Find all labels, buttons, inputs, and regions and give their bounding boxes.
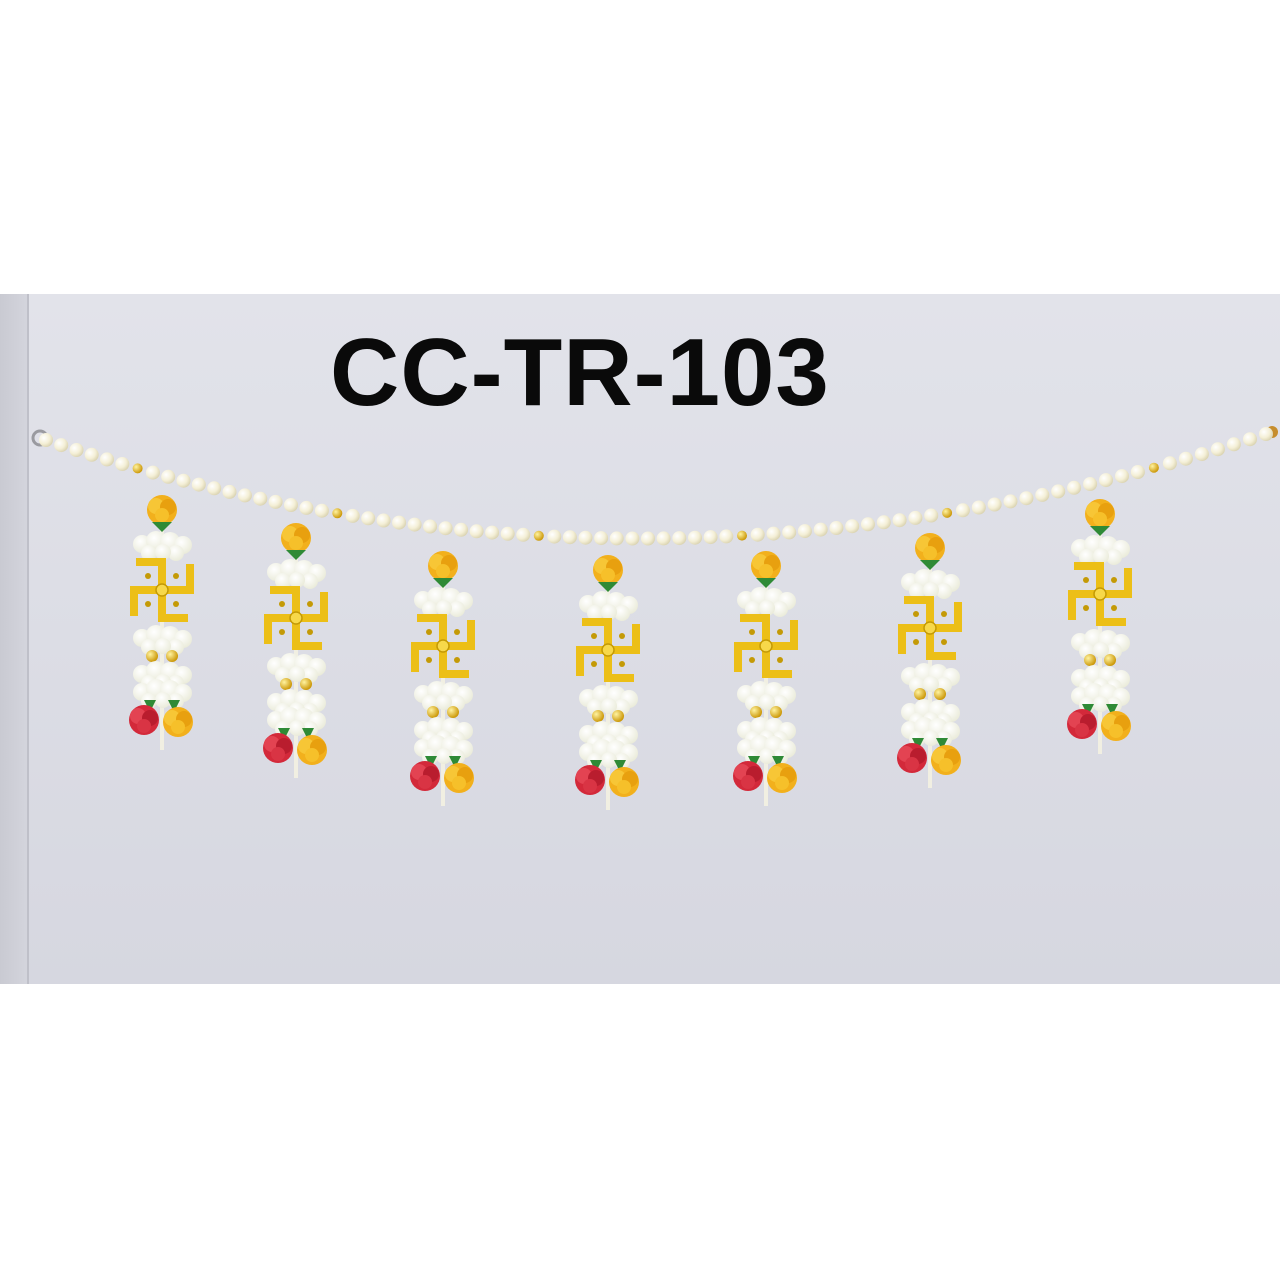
pearl-bead — [1035, 487, 1050, 502]
pearl-bead — [485, 525, 500, 540]
product-photo — [0, 294, 1280, 984]
pearl-bead — [268, 494, 283, 509]
pearl-bead — [516, 527, 531, 542]
pearl-bead — [609, 531, 624, 546]
pearl-bead — [438, 521, 453, 536]
pearl-bead — [1243, 432, 1257, 447]
pearl-bead — [500, 526, 515, 541]
pearl-bead — [876, 515, 891, 530]
pearl-bead — [547, 529, 562, 544]
pearl-bead — [284, 498, 298, 512]
pearl-bead — [719, 529, 734, 544]
pearl-bead — [1226, 437, 1241, 452]
pearl-bead — [100, 452, 114, 467]
pearl-bead — [392, 515, 407, 530]
pearl-bead — [908, 510, 923, 525]
pearl-bead — [578, 530, 593, 545]
pearl-bead — [407, 517, 422, 532]
pearl-bead — [782, 525, 797, 540]
pearl-string — [39, 427, 1273, 546]
pearl-bead — [454, 522, 469, 537]
pearl-bead — [1067, 480, 1082, 495]
product-code: CC-TR-103 — [330, 319, 830, 426]
pearl-bead — [361, 511, 376, 526]
pearl-bead — [892, 513, 907, 528]
pearl-bead — [1194, 447, 1209, 462]
pearl-bead — [207, 481, 222, 496]
gold-bead — [533, 530, 544, 541]
pearl-bead — [703, 530, 718, 545]
pearl-bead — [594, 531, 609, 546]
gold-bead — [132, 463, 143, 474]
pearl-bead — [971, 500, 986, 515]
gold-bead — [737, 530, 747, 541]
pearl-bead — [813, 522, 828, 537]
pearl-bead — [191, 477, 206, 492]
wall-edge — [0, 294, 28, 984]
gold-bead — [1148, 462, 1159, 473]
pearl-bead — [84, 447, 99, 462]
pearl-bead — [1115, 469, 1129, 484]
pearl-bead — [1019, 491, 1034, 506]
pearl-bead — [955, 503, 970, 518]
pearl-bead — [766, 526, 781, 541]
pearl-bead — [39, 433, 53, 447]
pearl-bead — [423, 519, 438, 534]
gold-bead — [332, 508, 343, 519]
pearl-bead — [69, 443, 84, 457]
pearl-bead — [299, 500, 314, 515]
pearl-bead — [222, 484, 237, 499]
pearl-bead — [861, 517, 875, 532]
pearl-bead — [688, 530, 702, 545]
pearl-bead — [1162, 456, 1177, 471]
pearl-bead — [237, 488, 252, 503]
pearl-bead — [1259, 427, 1273, 441]
pearl-bead — [625, 531, 640, 546]
pearl-bead — [672, 531, 687, 546]
pearl-bead — [115, 457, 130, 471]
pearl-bead — [376, 513, 391, 528]
pearl-bead — [656, 531, 671, 546]
pearl-bead — [1210, 442, 1225, 457]
pearl-bead — [845, 519, 860, 534]
pearl-bead — [145, 465, 160, 480]
pearl-bead — [829, 521, 844, 535]
pearl-bead — [1051, 484, 1066, 499]
pearl-bead — [345, 508, 360, 523]
pearl-bead — [469, 524, 484, 539]
pearl-bead — [750, 527, 765, 542]
pearl-bead — [1130, 465, 1145, 479]
pearl-bead — [314, 503, 329, 518]
pearl-bead — [924, 508, 939, 523]
pearl-bead — [1178, 451, 1193, 466]
pearl-bead — [253, 491, 268, 506]
pearl-bead — [54, 438, 69, 453]
pearl-bead — [1003, 494, 1018, 509]
pearl-bead — [987, 497, 1002, 512]
pearl-bead — [176, 473, 191, 488]
gold-bead — [942, 507, 953, 518]
pearl-bead — [1083, 477, 1098, 491]
pearl-bead — [562, 530, 577, 545]
pearl-bead — [161, 469, 176, 484]
pearl-bead — [1099, 473, 1113, 488]
pearl-bead — [797, 524, 812, 539]
pearl-bead — [641, 531, 655, 546]
